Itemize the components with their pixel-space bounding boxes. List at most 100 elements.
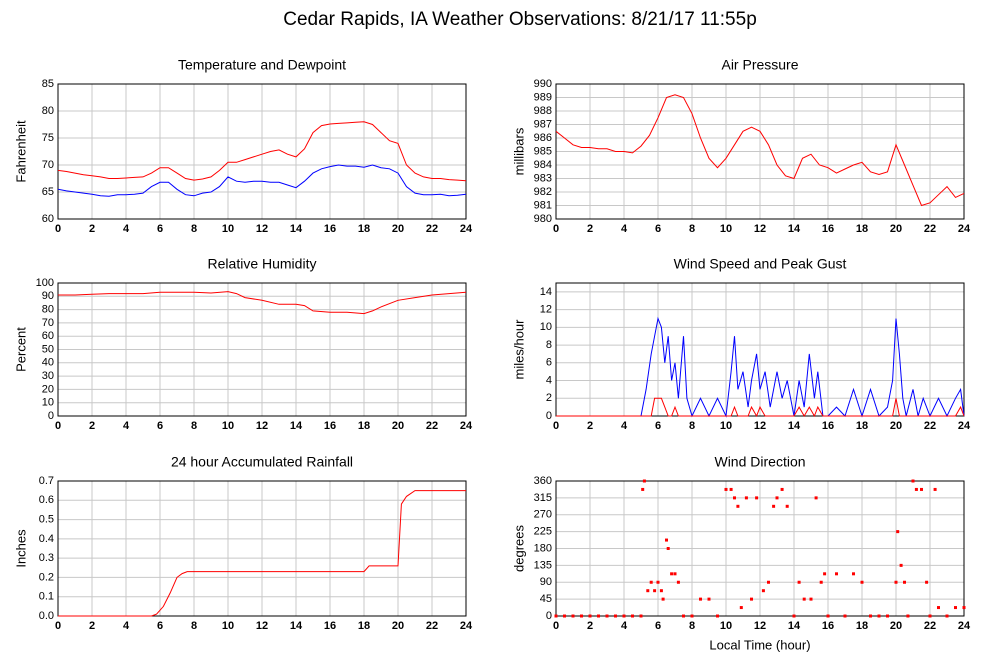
data-point	[563, 614, 566, 618]
x-tick-label: 22	[426, 420, 438, 432]
x-tick-label: 8	[191, 620, 197, 632]
x-tick-label: 14	[290, 620, 303, 632]
data-point	[673, 572, 677, 576]
y-tick-label: 14	[540, 286, 552, 298]
x-tick-label: 18	[358, 223, 370, 235]
x-tick-label: 10	[222, 223, 234, 235]
data-point	[780, 487, 784, 491]
y-axis-label: Percent	[13, 327, 28, 372]
plot-frame	[555, 480, 965, 617]
data-point	[814, 496, 818, 500]
data-point	[775, 496, 779, 500]
chart-title: Wind Speed and Peak Gust	[674, 256, 847, 272]
y-tick-label: 360	[534, 475, 552, 487]
y-tick-label: 225	[534, 526, 552, 538]
data-point	[785, 504, 789, 508]
y-tick-label: 985	[534, 145, 552, 157]
data-point	[614, 614, 617, 618]
x-tick-label: 20	[392, 223, 404, 235]
data-point	[767, 580, 770, 584]
y-tick-label: 0.7	[39, 475, 54, 487]
data-point	[755, 496, 759, 500]
x-tick-label: 22	[426, 223, 438, 235]
x-tick-label: 4	[123, 620, 130, 632]
data-point	[886, 614, 889, 618]
y-tick-label: 0.2	[39, 571, 54, 583]
data-point	[797, 580, 801, 584]
x-tick-label: 6	[157, 223, 163, 235]
y-axis-label: Inches	[13, 529, 28, 568]
data-point	[605, 614, 609, 618]
y-tick-label: 0	[546, 410, 552, 422]
x-tick-label: 16	[822, 620, 834, 632]
data-point	[802, 597, 806, 601]
data-point	[676, 580, 680, 584]
y-tick-label: 981	[534, 199, 552, 211]
data-point	[761, 589, 765, 593]
y-tick-label: 20	[42, 383, 54, 395]
data-point	[729, 487, 733, 491]
x-tick-label: 2	[89, 223, 95, 235]
plot-frame	[57, 480, 467, 617]
data-line	[58, 291, 467, 315]
y-tick-label: 75	[42, 132, 54, 144]
x-tick-label: 6	[655, 620, 661, 632]
y-tick-label: 90	[42, 290, 54, 302]
data-point	[554, 614, 558, 618]
data-line	[57, 164, 467, 197]
data-point	[659, 589, 663, 593]
data-point	[724, 487, 728, 491]
x-tick-label: 2	[89, 620, 95, 632]
y-tick-label: 50	[42, 343, 54, 355]
x-tick-label: 20	[392, 420, 404, 432]
x-tick-label: 14	[788, 420, 801, 432]
y-tick-label: 90	[540, 576, 552, 588]
data-point	[925, 580, 929, 584]
plot-frame	[57, 83, 467, 220]
x-tick-label: 20	[890, 420, 902, 432]
y-tick-label: 60	[42, 213, 54, 225]
x-tick-label: 16	[324, 420, 336, 432]
chart-title: Air Pressure	[721, 57, 798, 73]
y-tick-label: 45	[540, 593, 552, 605]
x-tick-label: 16	[324, 223, 336, 235]
data-point	[622, 614, 626, 618]
x-tick-label: 6	[655, 223, 661, 235]
y-tick-label: 180	[534, 542, 552, 554]
y-tick-label: 60	[42, 330, 54, 342]
y-tick-label: 10	[540, 321, 552, 333]
y-axis-label: degrees	[511, 525, 526, 572]
chart-title: Relative Humidity	[208, 256, 317, 272]
x-tick-label: 20	[392, 620, 404, 632]
x-tick-label: 22	[924, 223, 936, 235]
y-tick-label: 989	[534, 91, 552, 103]
x-tick-label: 0	[55, 223, 61, 235]
y-tick-label: 6	[546, 357, 552, 369]
data-point	[852, 572, 855, 576]
x-tick-label: 12	[256, 620, 268, 632]
data-point	[699, 597, 702, 601]
y-tick-label: 80	[42, 105, 54, 117]
y-tick-label: 980	[534, 213, 552, 225]
y-tick-label: 85	[42, 78, 54, 90]
data-point	[716, 614, 719, 618]
x-tick-label: 4	[123, 420, 130, 432]
x-tick-label: 12	[256, 420, 268, 432]
x-tick-label: 14	[788, 620, 801, 632]
y-tick-label: 0.0	[39, 610, 54, 622]
x-tick-label: 10	[720, 420, 732, 432]
data-point	[639, 614, 643, 618]
y-tick-label: 4	[546, 374, 552, 386]
data-point	[588, 614, 592, 618]
data-point	[914, 487, 918, 491]
x-tick-label: 8	[689, 223, 695, 235]
data-point	[661, 597, 665, 601]
x-tick-label: 2	[587, 620, 593, 632]
y-tick-label: 0.3	[39, 552, 54, 564]
x-tick-label: 24	[460, 223, 473, 235]
x-tick-label: 0	[55, 420, 61, 432]
y-tick-label: 8	[546, 339, 552, 351]
x-tick-label: 24	[460, 620, 473, 632]
data-point	[823, 572, 827, 576]
